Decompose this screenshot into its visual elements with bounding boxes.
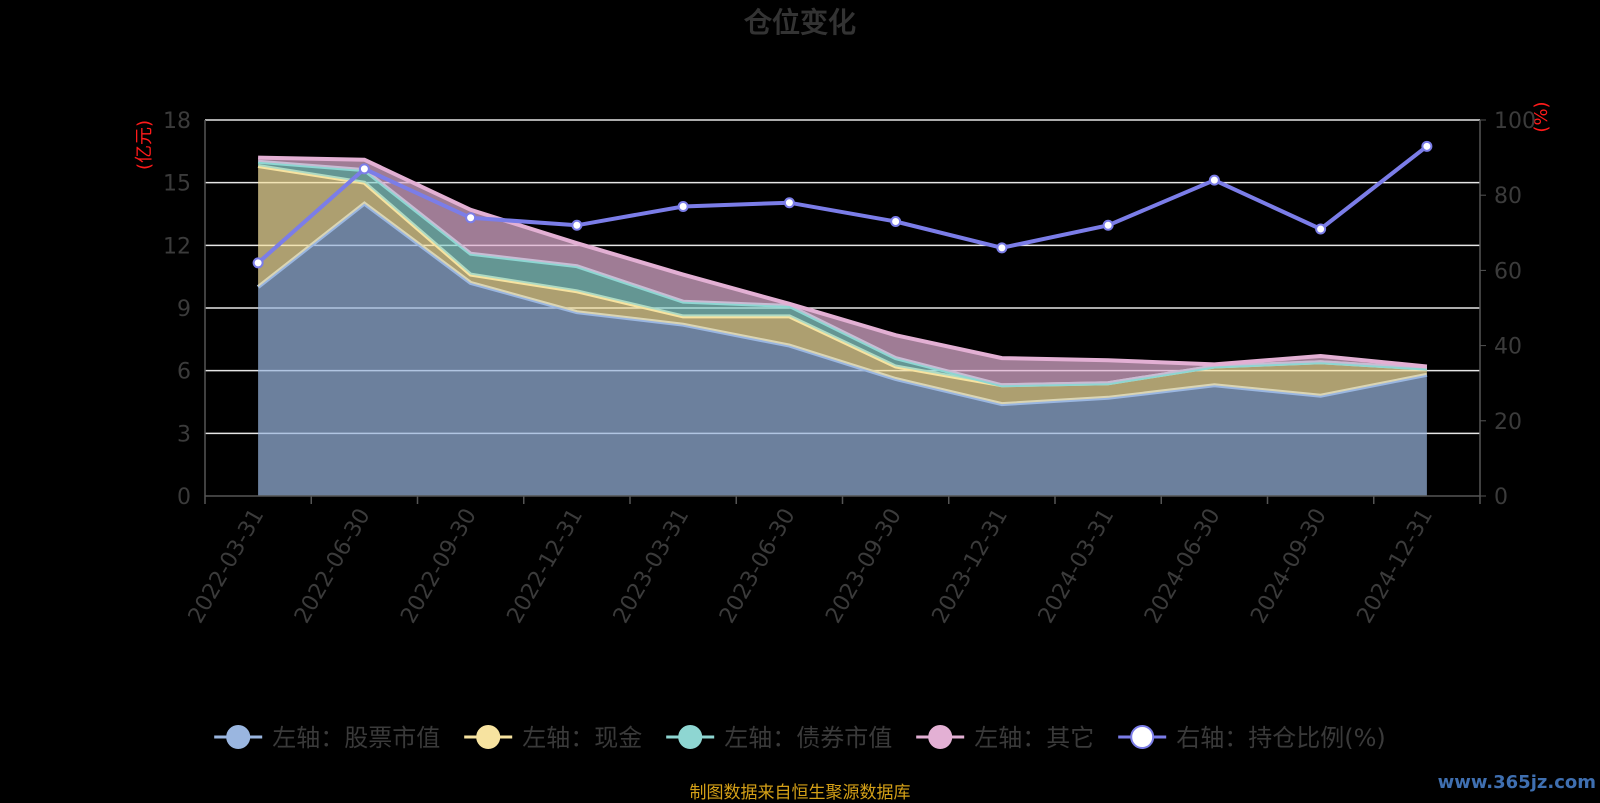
ratio-point[interactable] [571, 219, 583, 231]
ratio-point[interactable] [996, 242, 1008, 254]
left-tick-label: 12 [163, 234, 191, 259]
ratio-point[interactable] [252, 257, 264, 269]
legend-label: 左轴：其它 [974, 724, 1094, 752]
ratio-point[interactable] [1315, 223, 1327, 235]
area-top-line-4 [258, 155, 1428, 369]
ratio-line-path [256, 144, 1429, 265]
left-tick-label: 0 [177, 485, 191, 510]
ratio-point[interactable] [358, 163, 370, 175]
x-tick-label: 2023-09-30 [821, 505, 907, 628]
legend-label: 右轴：持仓比例(%) [1176, 724, 1386, 752]
right-tick-label: 20 [1494, 410, 1522, 435]
x-tick-label: 2023-12-31 [927, 505, 1013, 628]
left-axis-unit: (亿元) [134, 120, 155, 170]
legend-marker [226, 725, 251, 749]
right-tick-label: 60 [1494, 259, 1522, 284]
x-tick-label: 2024-09-30 [1246, 505, 1332, 628]
ratio-point[interactable] [1102, 219, 1114, 231]
legend-label: 左轴：股票市值 [272, 724, 440, 752]
right-tick-label: 0 [1494, 485, 1508, 510]
legend-marker [678, 725, 703, 749]
area-2 [258, 166, 1427, 405]
legend-item[interactable]: 左轴：其它 [916, 724, 1094, 752]
chart-title: 仓位变化 [744, 6, 856, 39]
legend-item[interactable]: 左轴：股票市值 [214, 724, 440, 752]
legend-item[interactable]: 左轴：债券市值 [666, 724, 892, 752]
right-axis-unit: (%) [1531, 101, 1552, 132]
ratio-point[interactable] [1208, 174, 1220, 186]
left-tick-label: 3 [177, 422, 191, 447]
x-tick-label: 2024-06-30 [1140, 505, 1226, 628]
ratio-point[interactable] [1421, 140, 1433, 152]
ratio-point[interactable] [783, 197, 795, 209]
x-tick-label: 2023-06-30 [715, 505, 801, 628]
stacked-areas [256, 155, 1428, 496]
x-tick-label: 2022-12-31 [502, 505, 588, 628]
x-tick-label: 2022-06-30 [290, 505, 376, 628]
ratio-point[interactable] [677, 200, 689, 212]
data-source-note: 制图数据来自恒生聚源数据库 [689, 783, 911, 803]
ratio-point[interactable] [890, 216, 902, 228]
position-ratio-line [252, 140, 1433, 269]
site-watermark[interactable]: www.365jz.com [1437, 772, 1596, 793]
left-tick-label: 18 [163, 109, 191, 134]
left-tick-label: 9 [177, 297, 191, 322]
area-1 [258, 203, 1427, 496]
x-tick-label: 2022-03-31 [184, 505, 270, 628]
x-tick-label: 2024-03-31 [1034, 505, 1120, 628]
x-tick-label: 2024-12-31 [1352, 505, 1438, 628]
x-tick-label: 2023-03-31 [609, 505, 695, 628]
left-tick-label: 15 [163, 172, 191, 197]
legend-label: 左轴：现金 [522, 724, 642, 752]
legend-item[interactable]: 右轴：持仓比例(%) [1118, 724, 1386, 752]
right-tick-label: 100 [1494, 109, 1536, 134]
legend-label: 左轴：债券市值 [724, 724, 892, 752]
legend-marker [476, 725, 501, 749]
area-4 [258, 157, 1427, 386]
legend: 左轴：股票市值 左轴：现金 左轴：债券市值 左轴：其它 右轴：持仓比例(%) [214, 724, 1386, 752]
right-tick-label: 80 [1494, 184, 1522, 209]
right-tick-label: 40 [1494, 335, 1522, 360]
x-tick-label: 2022-09-30 [396, 505, 482, 628]
left-tick-label: 6 [177, 360, 191, 385]
legend-marker [1130, 725, 1155, 749]
legend-marker [928, 725, 953, 749]
ratio-point[interactable] [465, 212, 477, 224]
legend-item[interactable]: 左轴：现金 [464, 724, 642, 752]
area-3 [258, 161, 1427, 386]
